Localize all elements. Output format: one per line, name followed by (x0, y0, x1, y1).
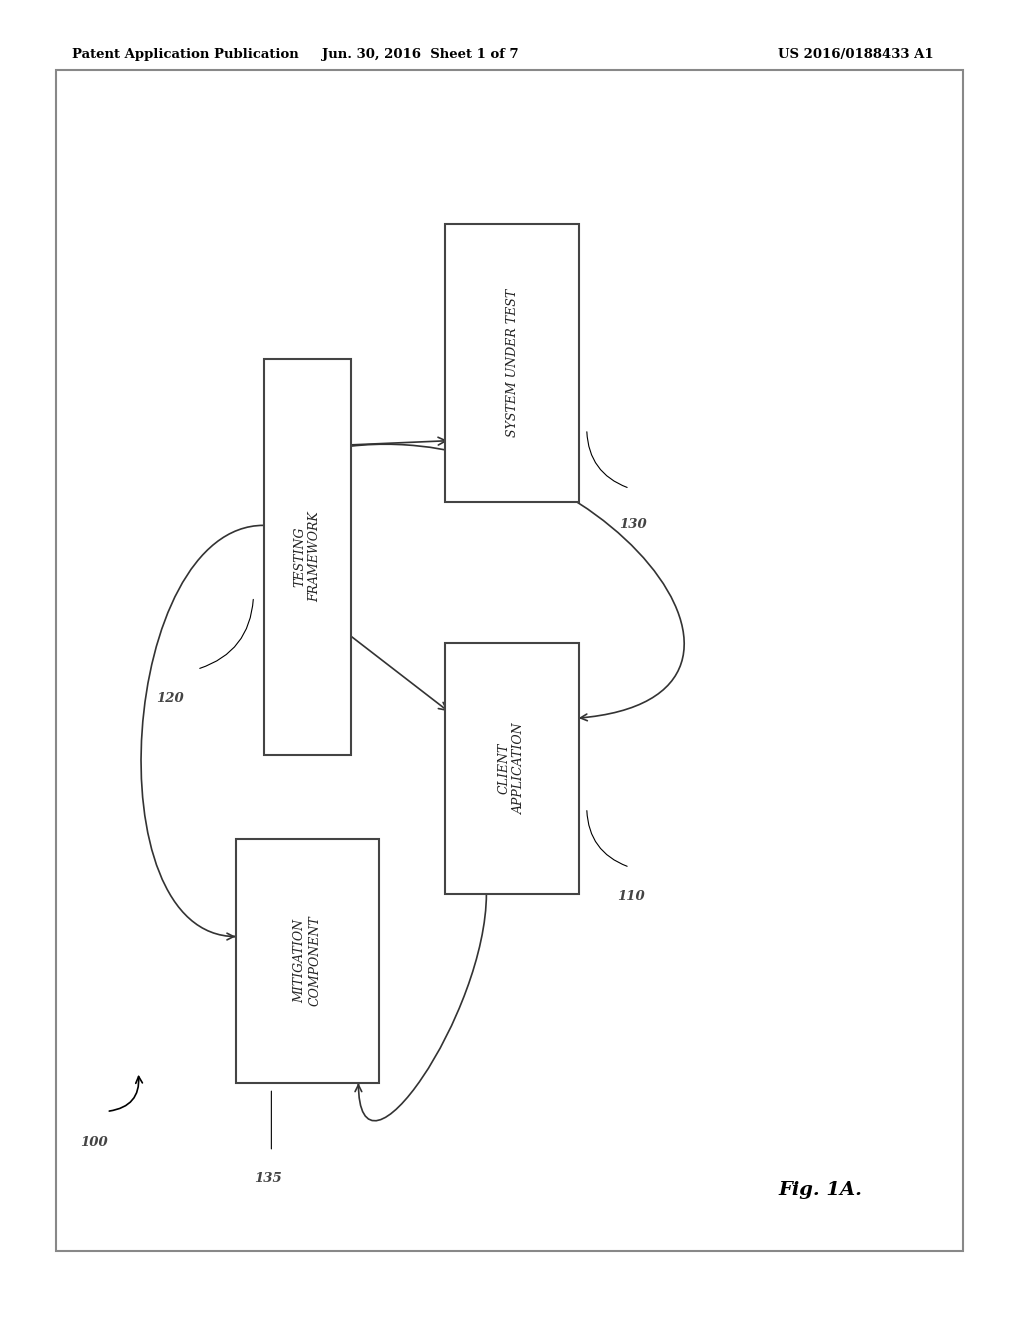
Bar (264, 359, 350, 755)
Bar (236, 840, 379, 1082)
Text: TESTING
FRAMEWORK: TESTING FRAMEWORK (293, 512, 322, 602)
Bar (56, 70, 963, 1251)
Text: MITIGATION
COMPONENT: MITIGATION COMPONENT (293, 916, 322, 1006)
Text: 130: 130 (620, 517, 647, 531)
Text: CLIENT
APPLICATION: CLIENT APPLICATION (498, 722, 526, 814)
Text: Fig. 1A.: Fig. 1A. (778, 1180, 862, 1199)
Text: 120: 120 (157, 692, 184, 705)
Text: Patent Application Publication: Patent Application Publication (72, 48, 298, 61)
Text: US 2016/0188433 A1: US 2016/0188433 A1 (778, 48, 934, 61)
Text: SYSTEM UNDER TEST: SYSTEM UNDER TEST (506, 289, 518, 437)
Bar (445, 643, 579, 894)
Text: 100: 100 (80, 1135, 108, 1148)
Text: 135: 135 (254, 1172, 282, 1185)
Bar (445, 224, 579, 502)
Text: Jun. 30, 2016  Sheet 1 of 7: Jun. 30, 2016 Sheet 1 of 7 (322, 48, 518, 61)
Text: 110: 110 (617, 890, 645, 903)
